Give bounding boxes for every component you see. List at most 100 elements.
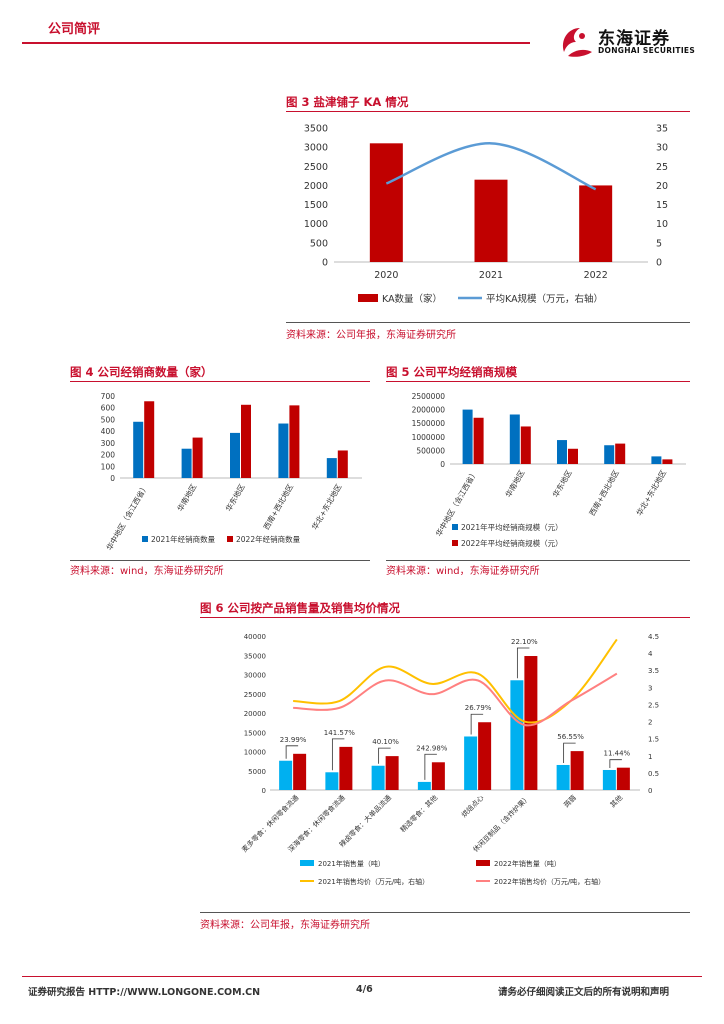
- fig6-bar: [325, 772, 339, 790]
- fig6-y2-tick: 3.5: [648, 667, 659, 675]
- fig6-growth-label: 26.79%: [465, 704, 492, 712]
- fig5-bar: [509, 414, 520, 464]
- fig4-bar: [192, 437, 203, 478]
- fig3-y2-tick: 20: [656, 181, 668, 192]
- fig6-bar: [478, 722, 492, 790]
- fig3-y2-tick: 15: [656, 200, 668, 211]
- fig6-source-rule: [200, 912, 690, 913]
- fig6-y2-tick: 4: [648, 650, 653, 658]
- fig6-legend-swatch: [300, 860, 314, 866]
- fig6-title-rule: [200, 617, 690, 618]
- fig3-x-tick: 2022: [584, 270, 608, 281]
- fig5-legend-label: 2021年平均经销商规模（元）: [461, 522, 563, 532]
- fig3-source: 资料来源：公司年报，东海证券研究所: [286, 330, 456, 341]
- fig6-growth-label: 23.99%: [280, 736, 307, 744]
- fig6-y-tick: 5000: [248, 768, 266, 776]
- fig5-x-tick: 华东地区: [550, 468, 574, 499]
- fig6-bar: [417, 781, 431, 790]
- fig5-y-tick: 1500000: [412, 419, 446, 428]
- fig6-y2-tick: 0.5: [648, 770, 659, 778]
- fig6-y-tick: 40000: [244, 633, 266, 641]
- fig5-bar: [662, 459, 673, 464]
- fig6-x-tick: 辣卤零食：大单品流通: [337, 793, 393, 849]
- fig4-legend-label: 2022年经销商数量: [236, 534, 301, 544]
- fig4-y-tick: 0: [110, 474, 115, 483]
- fig6-y2-tick: 0: [648, 787, 652, 795]
- fig6-legend-label: 2021年销售均价（万元/吨，右轴）: [318, 877, 429, 886]
- fig4-bar: [289, 405, 300, 478]
- fig5-bar: [462, 409, 473, 464]
- fig6-bar: [570, 751, 584, 790]
- fig3-y-tick: 2500: [304, 162, 328, 173]
- fig6-y-tick: 35000: [244, 652, 266, 660]
- fig6-growth-label: 141.57%: [324, 729, 355, 737]
- fig4-y-tick: 300: [101, 439, 116, 448]
- fig3-legend-label: KA数量（家）: [382, 293, 442, 305]
- fig6-x-tick: 烘焙点心: [459, 793, 485, 819]
- fig4-source: 资料来源：wind，东海证券研究所: [70, 566, 224, 577]
- fig6-legend-swatch: [476, 860, 490, 866]
- fig3-legend-label: 平均KA规模（万元，右轴）: [486, 293, 603, 305]
- footer-disclaimer: 请务必仔细阅读正文后的所有说明和声明: [498, 987, 670, 998]
- fig3-y2-tick: 35: [656, 124, 668, 135]
- fig5-title: 图 5 公司平均经销商规模: [386, 365, 518, 379]
- fig3-title: 图 3 盐津铺子 KA 情况: [286, 95, 409, 109]
- fig6-growth-arrow: [470, 713, 484, 735]
- fig6-y-tick: 25000: [244, 691, 266, 699]
- fig6-line: [293, 638, 618, 724]
- fig4-bar: [278, 423, 289, 478]
- fig6-bar: [279, 760, 293, 790]
- fig4-bar: [337, 450, 348, 478]
- fig4-title-rule: [70, 381, 370, 382]
- fig6-growth-arrow: [331, 738, 345, 771]
- fig6-legend-label: 2022年销售量（吨）: [494, 859, 561, 868]
- fig6-bar: [293, 753, 307, 790]
- fig4-y-tick: 500: [101, 415, 116, 424]
- fig6-bar: [556, 764, 570, 790]
- fig5-x-tick: 华北+东北地区: [634, 468, 669, 518]
- fig3-y2-tick: 5: [656, 238, 662, 249]
- fig4-legend-swatch: [142, 536, 148, 542]
- fig6-y2-tick: 4.5: [648, 633, 659, 641]
- fig3-bar: [369, 143, 403, 262]
- fig6-growth-arrow: [563, 742, 576, 763]
- fig5-y-tick: 1000000: [412, 433, 446, 442]
- fig6-y2-tick: 3: [648, 684, 652, 692]
- fig6-y2-tick: 1: [648, 753, 652, 761]
- logo-text-cn: 东海证券: [598, 29, 670, 49]
- fig4-bar: [144, 401, 155, 478]
- fig6-growth-arrow: [285, 745, 299, 759]
- fig6-bar: [616, 767, 630, 790]
- fig6-line: [293, 672, 618, 727]
- section-title: 公司简评: [48, 22, 101, 37]
- fig6-bar: [464, 736, 478, 790]
- fig5-source-rule: [386, 560, 690, 561]
- fig5-bar: [520, 426, 531, 464]
- fig3-y-tick: 2000: [304, 181, 328, 192]
- fig6-source: 资料来源：公司年报，东海证券研究所: [200, 920, 370, 931]
- fig4-source-rule: [70, 560, 370, 561]
- fig4-title: 图 4 公司经销商数量（家）: [70, 365, 213, 379]
- logo-text-en: DONGHAI SECURITIES: [598, 46, 696, 55]
- fig4-x-tick: 华南地区: [175, 482, 199, 513]
- fig5-legend-swatch: [452, 540, 458, 546]
- fig6-bar: [339, 746, 353, 790]
- fig3-bar: [579, 185, 613, 262]
- fig6-bar: [371, 765, 385, 790]
- fig6-growth-label: 22.10%: [511, 638, 538, 646]
- fig5-y-tick: 0: [440, 460, 445, 469]
- fig4-y-tick: 400: [101, 427, 116, 436]
- fig3-x-tick: 2020: [374, 270, 398, 281]
- fig6-x-tick: 蒟蒻: [562, 793, 578, 809]
- fig5-bar: [473, 417, 484, 464]
- fig6-growth-label: 242.98%: [416, 744, 447, 752]
- fig5-bar: [651, 456, 662, 464]
- fig4-legend-label: 2021年经销商数量: [151, 534, 216, 544]
- fig6-growth-arrow: [609, 759, 622, 768]
- fig5-legend-label: 2022年平均经销商规模（元）: [461, 538, 563, 548]
- footer-left: 证券研究报告 HTTP://WWW.LONGONE.COM.CN: [28, 987, 261, 998]
- fig5-title-rule: [386, 381, 690, 382]
- fig6-growth-label: 40.10%: [372, 738, 399, 746]
- company-logo-icon: [562, 28, 592, 57]
